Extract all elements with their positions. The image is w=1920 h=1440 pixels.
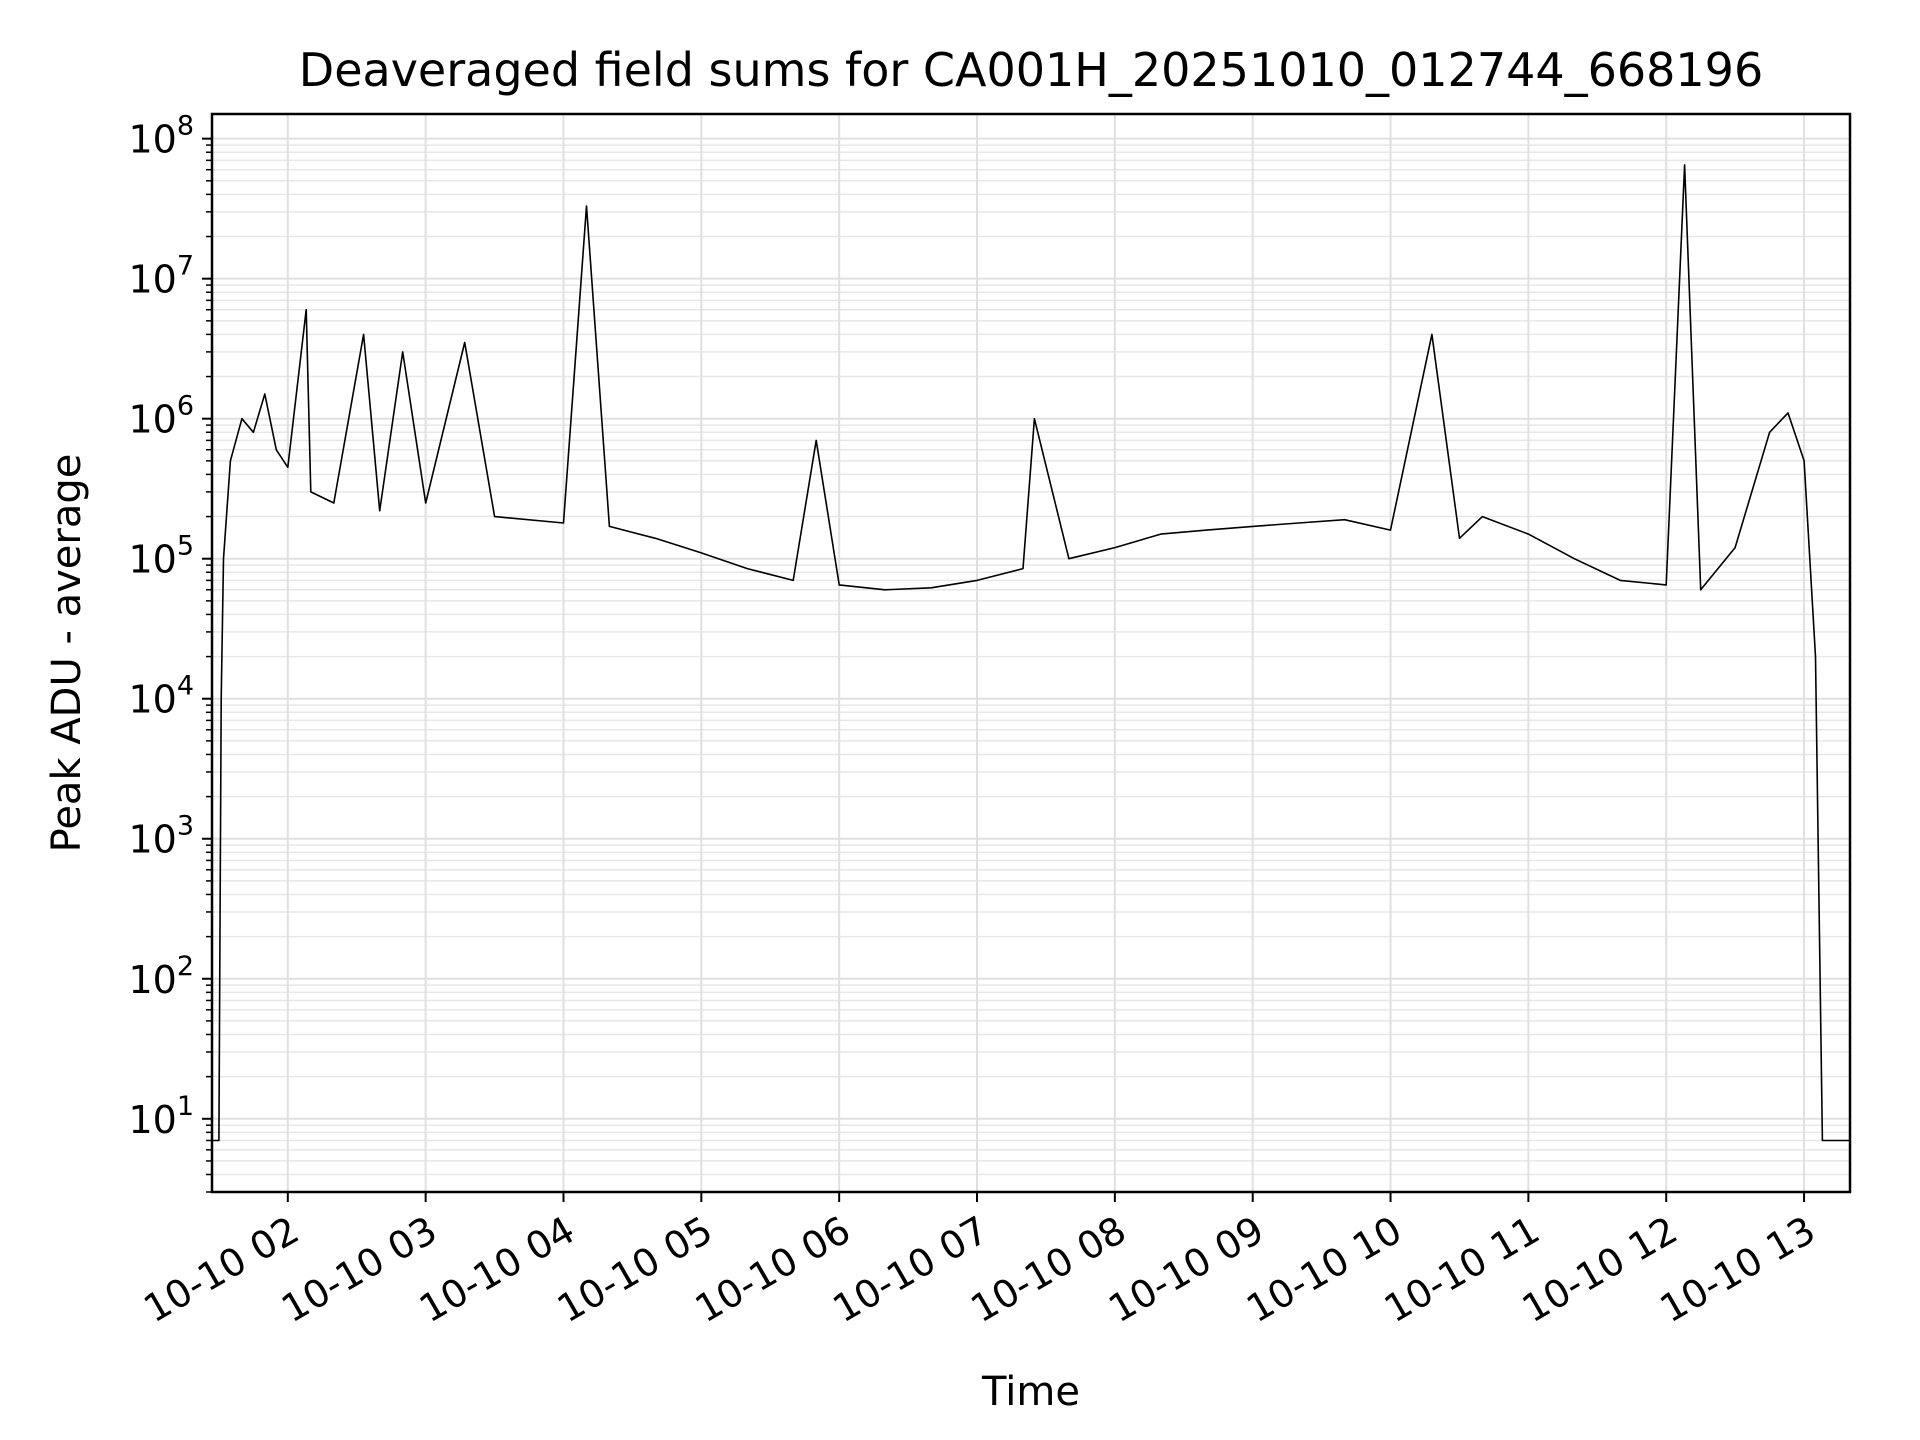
plot-frame bbox=[210, 112, 1852, 1194]
x-tick-label: 10-10 13 bbox=[1653, 1208, 1823, 1332]
ticks-layer bbox=[202, 137, 1806, 1202]
x-tick-label: 10-10 03 bbox=[274, 1208, 444, 1332]
x-tick-label: 10-10 05 bbox=[550, 1208, 720, 1332]
x-tick-label: 10-10 06 bbox=[688, 1208, 858, 1332]
y-tick-label: 101 bbox=[128, 1091, 194, 1142]
x-tick-label: 10-10 09 bbox=[1101, 1208, 1271, 1332]
y-tick-label: 105 bbox=[128, 531, 194, 582]
x-tick-label: 10-10 08 bbox=[963, 1208, 1133, 1332]
x-tick-label: 10-10 12 bbox=[1515, 1208, 1685, 1332]
x-tick-label: 10-10 10 bbox=[1239, 1208, 1409, 1332]
y-tick-label: 102 bbox=[128, 951, 194, 1002]
grid-layer bbox=[212, 114, 1850, 1193]
y-tick-label: 104 bbox=[128, 671, 194, 722]
series-layer bbox=[212, 164, 1850, 1142]
y-axis-label: Peak ADU - average bbox=[44, 454, 90, 853]
series-line bbox=[212, 164, 1850, 1142]
x-tick-label: 10-10 02 bbox=[136, 1208, 306, 1332]
x-tick-label: 10-10 11 bbox=[1377, 1208, 1547, 1332]
x-tick-label: 10-10 07 bbox=[826, 1208, 996, 1332]
chart-title: Deaveraged field sums for CA001H_2025101… bbox=[299, 43, 1763, 97]
x-axis-label: Time bbox=[981, 1369, 1080, 1415]
y-tick-label: 106 bbox=[128, 391, 194, 442]
x-tick-label: 10-10 04 bbox=[412, 1208, 582, 1332]
y-tick-label: 107 bbox=[128, 251, 194, 302]
y-tick-label: 103 bbox=[128, 811, 194, 862]
y-tick-label: 108 bbox=[128, 111, 194, 162]
